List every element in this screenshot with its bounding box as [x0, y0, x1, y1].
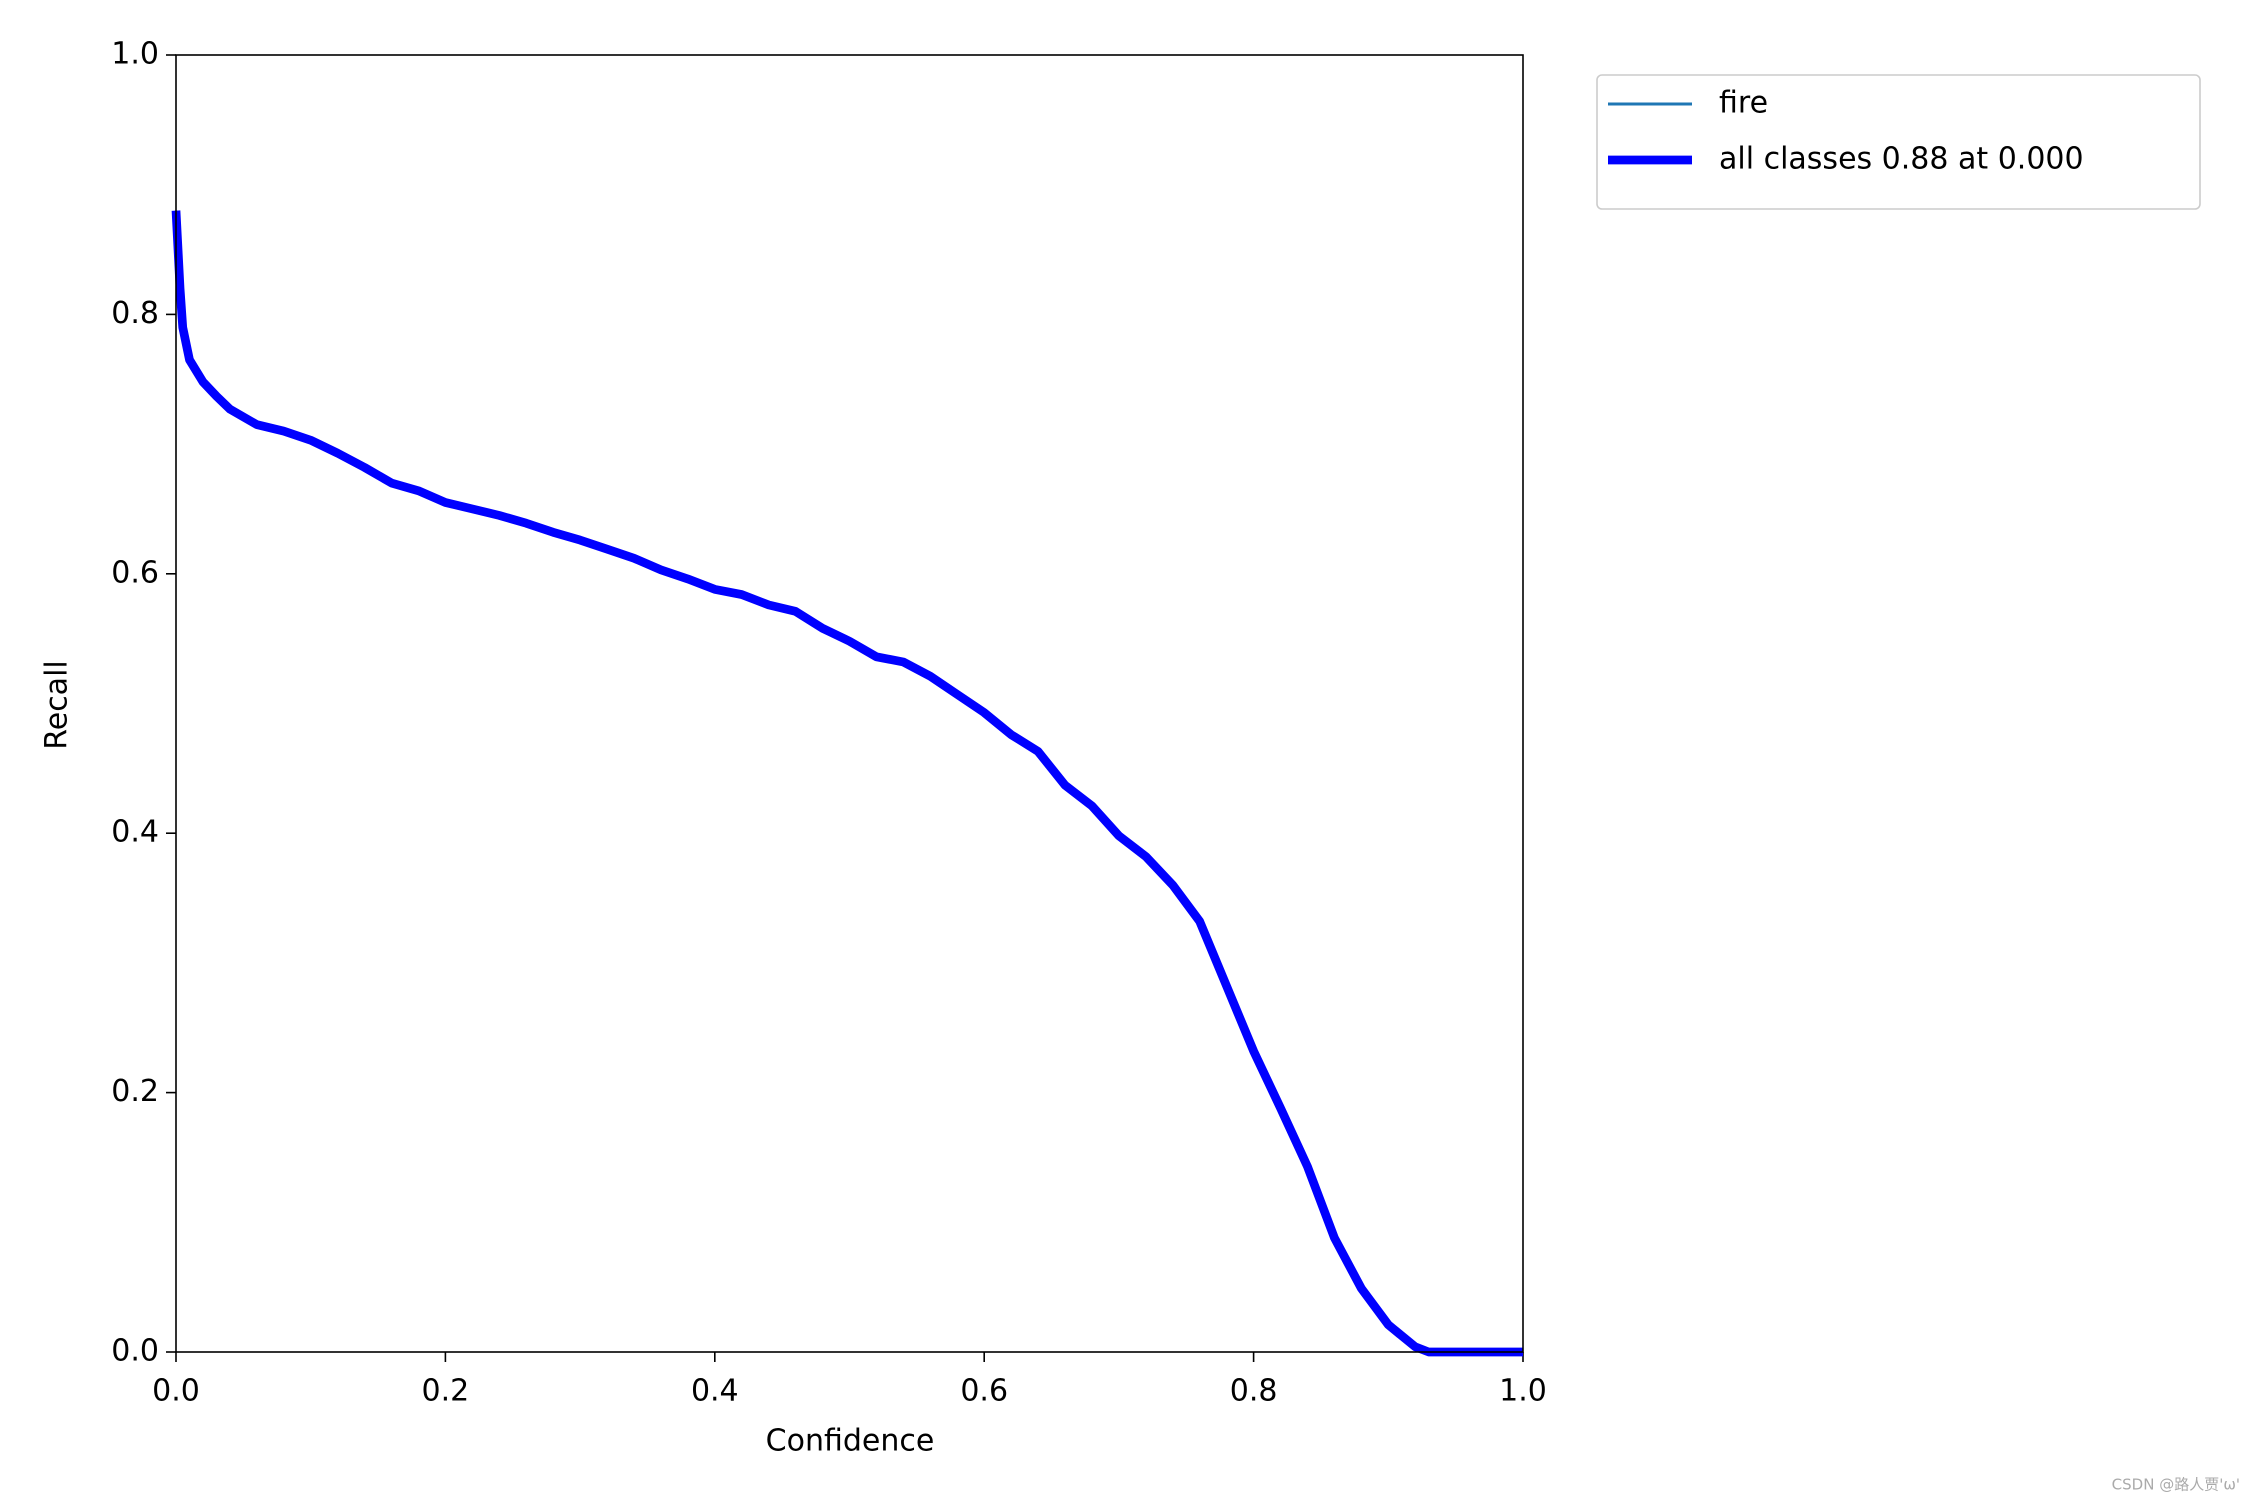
x-tick-label: 0.6: [960, 1374, 1008, 1409]
y-tick-label: 0.2: [111, 1074, 159, 1109]
legend-label: fire: [1719, 86, 1768, 121]
y-tick-label: 1.0: [111, 37, 159, 72]
x-tick-label: 0.4: [691, 1374, 739, 1409]
y-tick-label: 0.8: [111, 296, 159, 331]
x-tick-label: 0.8: [1230, 1374, 1278, 1409]
x-tick-label: 0.2: [422, 1374, 470, 1409]
legend-box: [1596, 74, 2201, 210]
y-tick-label: 0.0: [111, 1334, 159, 1369]
x-tick-label: 0.0: [152, 1374, 200, 1409]
watermark: CSDN @路人贾'ω': [2112, 1476, 2240, 1494]
x-axis-label: Confidence: [766, 1424, 935, 1459]
legend-label: all classes 0.88 at 0.000: [1719, 142, 2084, 177]
plot-frame: [175, 54, 1524, 1353]
y-tick-label: 0.6: [111, 555, 159, 590]
y-tick-label: 0.4: [111, 815, 159, 850]
line-series: [171, 210, 1523, 1357]
y-axis-label: Recall: [40, 660, 75, 750]
x-tick-label: 1.0: [1499, 1374, 1547, 1409]
